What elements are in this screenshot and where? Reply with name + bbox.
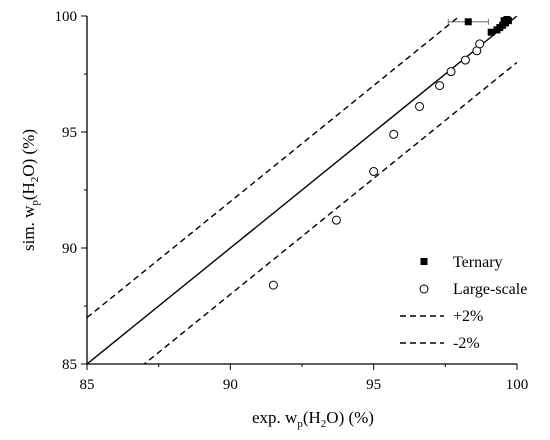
- data-marks: [268, 15, 512, 290]
- large-scale-point: [369, 166, 379, 176]
- legend-label: -2%: [453, 335, 480, 352]
- x-tick-label: 95: [366, 377, 381, 393]
- axes: 85 90 95 100 85 90 95 100: [55, 9, 529, 393]
- reference-line: [87, 16, 461, 319]
- x-tick-label: 100: [506, 377, 529, 393]
- y-tick-label: 90: [62, 241, 77, 257]
- y-tick-label: 95: [62, 125, 77, 141]
- ternary-point: [487, 28, 495, 36]
- x-tick-label: 85: [80, 377, 95, 393]
- reference-line: [143, 61, 517, 364]
- large-scale-point: [268, 280, 278, 290]
- reference-lines: [87, 16, 517, 364]
- legend-item: -2%: [400, 335, 480, 352]
- large-scale-point: [446, 67, 456, 77]
- x-tick-label: 90: [223, 377, 238, 393]
- y-axis-label: sim. wp(H2O) (%): [19, 129, 41, 251]
- legend-circle-marker: [419, 284, 429, 294]
- plot-area: [87, 16, 517, 364]
- ternary-point: [504, 17, 512, 25]
- large-scale-point: [435, 81, 445, 91]
- x-axis-label: exp. wp(H2O) (%): [252, 408, 374, 430]
- large-scale-point: [415, 101, 425, 111]
- legend-label: Ternary: [453, 254, 503, 271]
- reference-line: [87, 16, 517, 364]
- large-scale-point: [475, 39, 485, 49]
- legend: Ternary Large-scale +2% -2%: [400, 254, 527, 352]
- large-scale-point: [389, 129, 399, 139]
- legend-item: +2%: [400, 308, 483, 325]
- legend-item: Large-scale: [419, 281, 527, 298]
- y-tick-label: 85: [62, 357, 77, 373]
- large-scale-point: [460, 55, 470, 65]
- y-tick-label: 100: [55, 9, 78, 25]
- large-scale-point: [331, 215, 341, 225]
- legend-square-marker: [420, 258, 428, 265]
- legend-label: +2%: [453, 308, 483, 325]
- legend-label: Large-scale: [453, 281, 527, 298]
- legend-item: Ternary: [420, 254, 503, 271]
- ternary-point: [464, 18, 472, 26]
